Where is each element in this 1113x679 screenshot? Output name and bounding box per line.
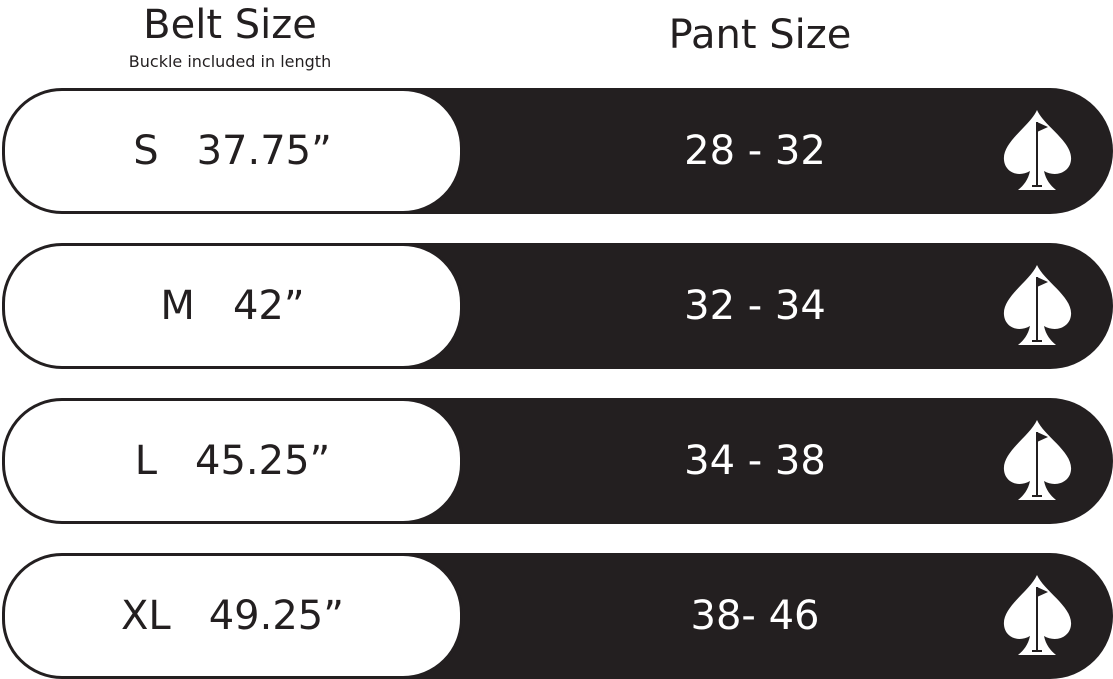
pant-size-range: 34 - 38 — [684, 438, 826, 484]
spade-golf-flag-icon — [1003, 110, 1072, 190]
belt-size-pill: L 45.25” — [2, 398, 463, 524]
size-row: S 37.75” 28 - 32 — [0, 88, 1113, 214]
spade-golf-flag-icon — [1003, 420, 1072, 500]
pant-size-bar — [400, 243, 1113, 369]
pant-size-range: 38- 46 — [690, 593, 820, 639]
size-row: L 45.25” 34 - 38 — [0, 398, 1113, 524]
pant-size-bar — [400, 553, 1113, 679]
pant-size-bar — [400, 398, 1113, 524]
belt-length: 49.25” — [208, 593, 344, 639]
pant-size-bar — [400, 88, 1113, 214]
spade-golf-flag-icon — [1003, 575, 1072, 655]
size-row: XL 49.25” 38- 46 — [0, 553, 1113, 679]
belt-size-pill: S 37.75” — [2, 88, 463, 214]
size-row: M 42” 32 - 34 — [0, 243, 1113, 369]
belt-size-heading: Belt Size — [143, 2, 317, 48]
belt-size-pill: M 42” — [2, 243, 463, 369]
pant-size-heading: Pant Size — [668, 12, 852, 58]
spade-golf-flag-icon — [1003, 265, 1072, 345]
size-label: S — [133, 128, 159, 174]
belt-length: 37.75” — [196, 128, 332, 174]
belt-length: 42” — [232, 283, 305, 329]
size-label: L — [134, 438, 158, 484]
belt-length: 45.25” — [195, 438, 331, 484]
pant-size-range: 32 - 34 — [684, 283, 826, 329]
size-label: M — [160, 283, 195, 329]
pant-size-range: 28 - 32 — [684, 128, 826, 174]
belt-size-pill: XL 49.25” — [2, 553, 463, 679]
belt-size-subheading: Buckle included in length — [128, 52, 332, 71]
size-label: XL — [121, 593, 171, 639]
